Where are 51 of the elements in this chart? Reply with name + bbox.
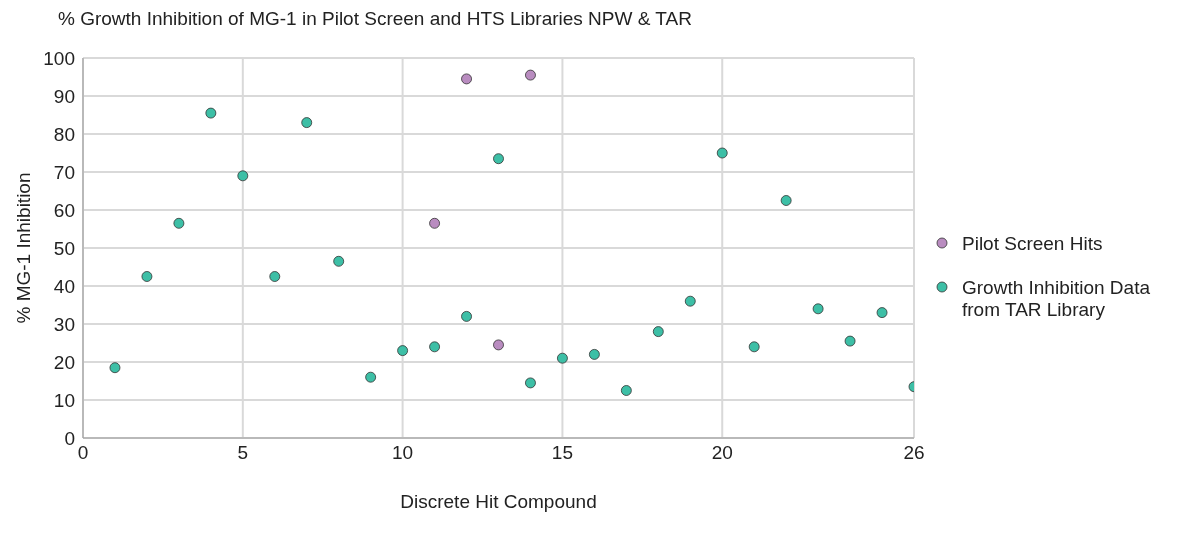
point bbox=[301, 117, 313, 128]
point bbox=[397, 345, 409, 356]
point bbox=[269, 271, 281, 282]
point bbox=[173, 217, 185, 229]
point bbox=[525, 377, 536, 389]
point bbox=[780, 195, 792, 206]
y-tick-label: 100 bbox=[43, 47, 75, 69]
x-tick-label: 10 bbox=[392, 442, 414, 464]
legend-label: Growth Inhibition Data from TAR Library bbox=[962, 277, 1151, 321]
y-tick-label: 80 bbox=[53, 123, 75, 145]
x-tick-label: 15 bbox=[551, 442, 573, 464]
point bbox=[237, 170, 249, 182]
y-tick-label: 90 bbox=[53, 85, 75, 107]
point bbox=[333, 255, 345, 267]
point bbox=[525, 69, 536, 81]
point bbox=[557, 352, 568, 364]
point bbox=[716, 147, 728, 159]
point bbox=[141, 271, 153, 282]
point bbox=[461, 311, 472, 322]
y-tick-label: 40 bbox=[53, 275, 75, 297]
y-tick-label: 0 bbox=[64, 427, 75, 449]
x-tick-label: 0 bbox=[77, 442, 89, 464]
point bbox=[812, 303, 824, 315]
point bbox=[429, 341, 440, 353]
point bbox=[461, 73, 472, 85]
legend-label: Pilot Screen Hits bbox=[962, 233, 1103, 255]
y-tick-label: 20 bbox=[53, 351, 75, 373]
point bbox=[429, 217, 440, 229]
point bbox=[109, 362, 121, 374]
chart-title: % Growth Inhibition of MG-1 in Pilot Screen and HTS Libraries NPW & TAR bbox=[57, 8, 693, 31]
y-tick-label: 70 bbox=[53, 161, 75, 183]
y-tick-label: 50 bbox=[53, 237, 75, 259]
x-tick-label: 20 bbox=[711, 442, 733, 464]
point bbox=[493, 339, 504, 351]
point bbox=[684, 295, 696, 307]
point bbox=[365, 371, 377, 383]
point bbox=[620, 385, 632, 396]
x-tick-label: 26 bbox=[903, 442, 925, 464]
point bbox=[652, 326, 664, 337]
point bbox=[493, 153, 504, 165]
y-tick-label: 60 bbox=[53, 199, 75, 221]
y-tick-label: 30 bbox=[53, 313, 75, 335]
y-tick-label: 10 bbox=[53, 389, 75, 411]
point bbox=[748, 341, 760, 353]
point bbox=[588, 349, 600, 360]
x-axis-title: Discrete Hit Compound bbox=[400, 491, 597, 512]
y-axis-title: % MG-1 Inhibition bbox=[12, 172, 34, 324]
point bbox=[876, 307, 888, 318]
x-tick-label: 5 bbox=[237, 442, 249, 464]
point bbox=[205, 107, 217, 119]
point bbox=[844, 335, 856, 347]
